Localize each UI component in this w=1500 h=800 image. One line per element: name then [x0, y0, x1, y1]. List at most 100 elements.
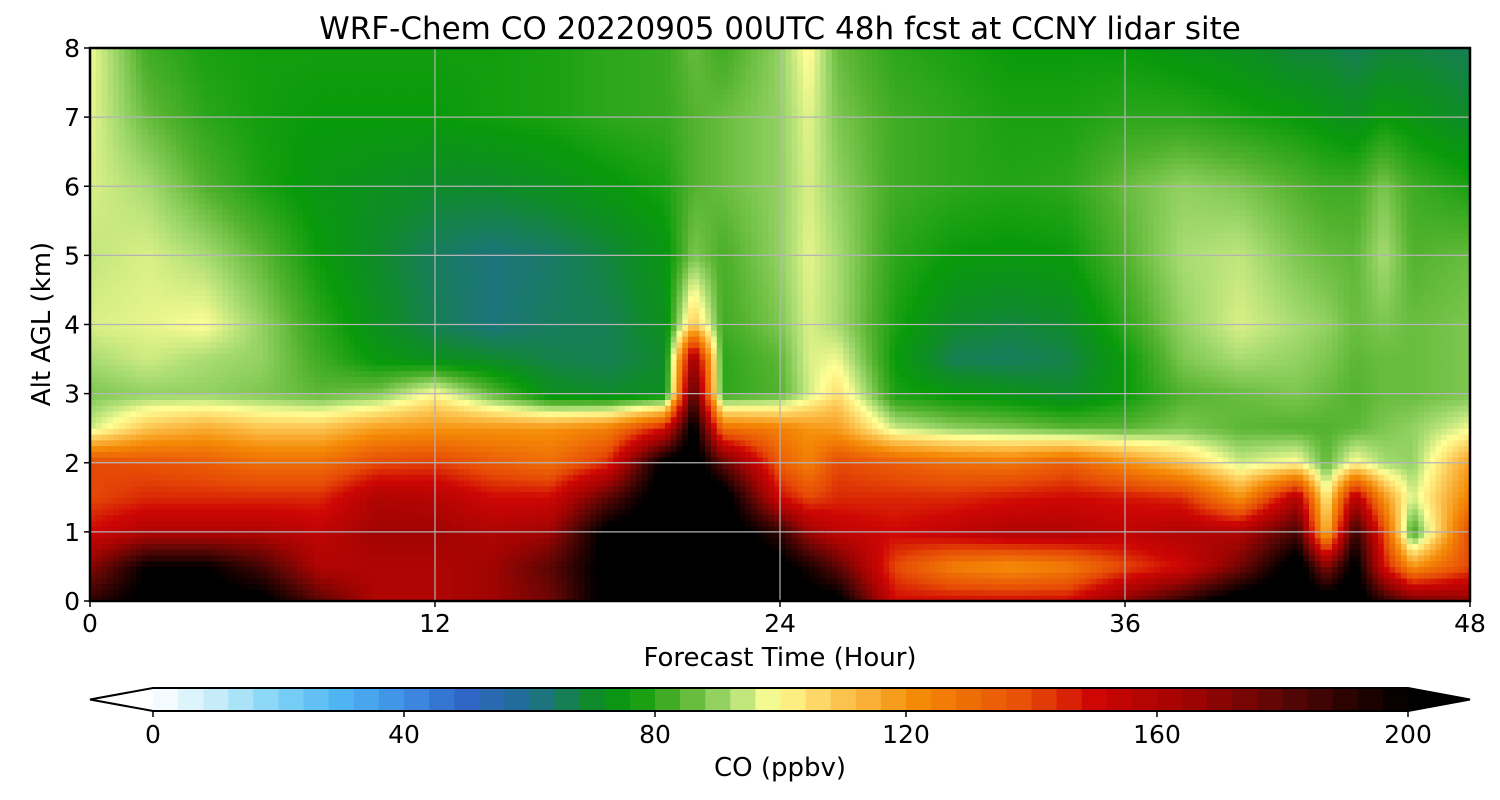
heatmap-cell: [1344, 572, 1350, 578]
heatmap-cell: [567, 584, 573, 590]
heatmap-cell: [567, 561, 573, 567]
heatmap-cell: [901, 578, 907, 584]
heatmap-cell: [1016, 584, 1022, 590]
heatmap-cell: [1298, 572, 1304, 578]
heatmap-cell: [102, 578, 108, 584]
heatmap-cell: [1257, 572, 1263, 578]
heatmap-cell: [625, 589, 631, 595]
heatmap-cell: [130, 589, 136, 595]
heatmap-cell: [245, 572, 251, 578]
heatmap-cell: [217, 584, 223, 590]
heatmap-cell: [395, 578, 401, 584]
heatmap-cell: [286, 566, 292, 572]
heatmap-cell: [1073, 572, 1079, 578]
heatmap-cell: [1154, 572, 1160, 578]
heatmap-cell: [976, 566, 982, 572]
heatmap-cell: [1441, 584, 1447, 590]
heatmap-cell: [815, 578, 821, 584]
heatmap-cell: [539, 572, 545, 578]
heatmap-cell: [234, 578, 240, 584]
heatmap-cell: [912, 578, 918, 584]
heatmap-cell: [487, 572, 493, 578]
heatmap-cell: [222, 584, 228, 590]
heatmap-cell: [889, 584, 895, 590]
heatmap-cell: [993, 584, 999, 590]
heatmap-cell: [395, 566, 401, 572]
heatmap-cell: [1062, 578, 1068, 584]
heatmap-cell: [1378, 589, 1384, 595]
heatmap-cell: [199, 561, 205, 567]
heatmap-cell: [993, 566, 999, 572]
heatmap-cell: [406, 566, 412, 572]
heatmap-cell: [734, 578, 740, 584]
heatmap-cell: [234, 572, 240, 578]
heatmap-cell: [493, 572, 499, 578]
heatmap-cell: [1246, 589, 1252, 595]
heatmap-cell: [1447, 589, 1453, 595]
heatmap-cell: [659, 561, 665, 567]
heatmap-cell: [1321, 578, 1327, 584]
heatmap-cell: [1292, 584, 1298, 590]
heatmap-cell: [1016, 572, 1022, 578]
heatmap-cell: [608, 572, 614, 578]
heatmap-cell: [412, 589, 418, 595]
heatmap-cell: [280, 584, 286, 590]
heatmap-cell: [1177, 578, 1183, 584]
heatmap-cell: [1223, 566, 1229, 572]
heatmap-cell: [1045, 566, 1051, 572]
heatmap-cell: [1447, 572, 1453, 578]
heatmap-cell: [1349, 584, 1355, 590]
heatmap-cell: [102, 566, 108, 572]
heatmap-cell: [786, 561, 792, 567]
heatmap-cell: [257, 578, 263, 584]
heatmap-cell: [119, 561, 125, 567]
heatmap-cell: [728, 584, 734, 590]
heatmap-cell: [326, 566, 332, 572]
heatmap-cell: [291, 584, 297, 590]
heatmap-cell: [401, 561, 407, 567]
heatmap-cell: [297, 578, 303, 584]
heatmap-cell: [1114, 578, 1120, 584]
heatmap-cell: [746, 566, 752, 572]
heatmap-cell: [1108, 566, 1114, 572]
heatmap-cell: [268, 561, 274, 567]
heatmap-cell: [918, 572, 924, 578]
heatmap-cell: [746, 561, 752, 567]
heatmap-cell: [1424, 584, 1430, 590]
heatmap-cell: [1315, 584, 1321, 590]
heatmap-cell: [1263, 572, 1269, 578]
heatmap-cell: [717, 561, 723, 567]
heatmap-cell: [326, 572, 332, 578]
heatmap-cell: [153, 561, 159, 567]
heatmap-cell: [1004, 589, 1010, 595]
heatmap-cell: [1298, 584, 1304, 590]
heatmap-cell: [953, 589, 959, 595]
heatmap-cell: [251, 566, 257, 572]
heatmap-cell: [792, 572, 798, 578]
heatmap-cell: [613, 566, 619, 572]
heatmap-cell: [452, 578, 458, 584]
heatmap-cell: [424, 578, 430, 584]
heatmap-cell: [631, 561, 637, 567]
heatmap-cell: [222, 578, 228, 584]
heatmap-cell: [516, 561, 522, 567]
heatmap-cell: [562, 566, 568, 572]
heatmap-cell: [567, 589, 573, 595]
heatmap-cell: [378, 566, 384, 572]
heatmap-cell: [1096, 578, 1102, 584]
heatmap-cell: [1413, 584, 1419, 590]
heatmap-cell: [550, 589, 556, 595]
heatmap-cell: [337, 561, 343, 567]
heatmap-cell: [1154, 584, 1160, 590]
heatmap-cell: [182, 584, 188, 590]
heatmap-cell: [125, 572, 131, 578]
heatmap-cell: [1390, 578, 1396, 584]
heatmap-cell: [912, 572, 918, 578]
heatmap-cell: [1160, 584, 1166, 590]
heatmap-cell: [654, 578, 660, 584]
heatmap-cell: [1183, 566, 1189, 572]
heatmap-cell: [412, 584, 418, 590]
heatmap-cell: [130, 584, 136, 590]
heatmap-cell: [987, 589, 993, 595]
heatmap-cell: [826, 566, 832, 572]
